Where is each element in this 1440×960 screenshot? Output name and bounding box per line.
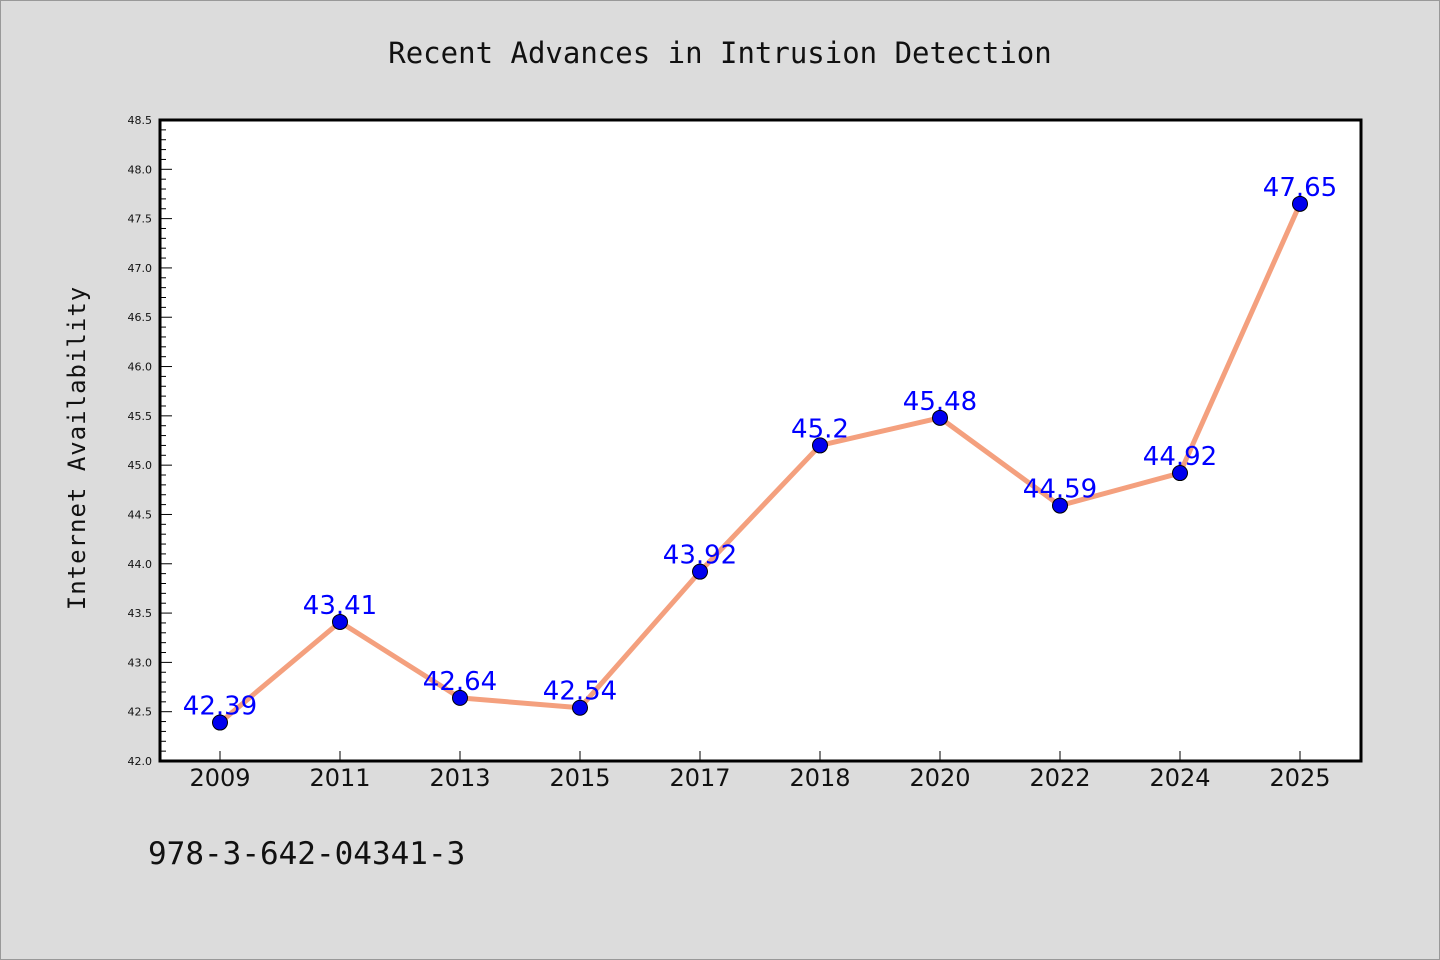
series-line xyxy=(217,201,1303,726)
data-point-marker xyxy=(932,409,948,426)
y-tick-label: 46.0 xyxy=(128,361,153,374)
x-tick-label: 2011 xyxy=(309,764,370,792)
data-point-marker xyxy=(1052,497,1068,514)
x-tick-label: 2017 xyxy=(669,764,730,792)
x-tick-label: 2018 xyxy=(789,764,850,792)
data-label: 45.2 xyxy=(791,414,849,444)
y-tick-label: 43.5 xyxy=(128,607,153,620)
x-tick-label: 2025 xyxy=(1269,764,1330,792)
y-tick-label: 42.5 xyxy=(128,706,153,719)
data-point-marker xyxy=(812,437,828,454)
data-point-marker xyxy=(572,699,588,716)
data-label: 43.41 xyxy=(303,591,377,621)
y-tick-label: 47.5 xyxy=(128,213,153,226)
data-label: 44.92 xyxy=(1143,442,1217,472)
data-label: 47.65 xyxy=(1263,173,1337,203)
data-point-marker xyxy=(692,563,708,580)
x-axis: 2009 2011 2013 2015 2017 2018 2020 2022 2024 2025 xyxy=(189,751,1331,792)
footer-isbn: 978-3-642-04341-3 xyxy=(148,836,465,872)
data-label: 42.54 xyxy=(543,677,617,707)
y-tick-label: 48.5 xyxy=(128,114,153,127)
data-label: 45.48 xyxy=(903,387,977,417)
data-label: 42.64 xyxy=(423,667,497,697)
data-label: 43.92 xyxy=(663,541,737,571)
data-point-marker xyxy=(452,689,468,706)
data-point-marker xyxy=(332,613,348,630)
plot-area xyxy=(158,118,1363,763)
data-point-marker xyxy=(1172,465,1188,482)
x-tick-label: 2015 xyxy=(549,764,610,792)
y-tick-label: 44.5 xyxy=(128,508,153,521)
y-tick-label: 43.0 xyxy=(128,656,153,669)
y-tick-label: 45.0 xyxy=(128,459,153,472)
x-tick-label: 2013 xyxy=(429,764,490,792)
y-tick-label: 42.0 xyxy=(128,755,153,768)
data-label-layer: 42.39 43.41 42.64 42.54 43.92 45.2 45.48 44.59 4… xyxy=(183,173,1337,722)
x-tick-label: 2020 xyxy=(909,764,970,792)
data-point-marker xyxy=(1292,195,1308,212)
x-tick-label: 2024 xyxy=(1149,764,1210,792)
x-tick-label: 2022 xyxy=(1029,764,1090,792)
chart-title: Recent Advances in Intrusion Detection xyxy=(388,36,1051,70)
y-tick-label: 45.5 xyxy=(128,410,153,423)
data-label: 44.59 xyxy=(1023,475,1097,505)
data-point-marker xyxy=(212,714,228,731)
x-tick-label: 2009 xyxy=(189,764,250,792)
y-tick-label: 44.0 xyxy=(128,558,153,571)
y-axis: 42.0 42.5 43.0 43.5 44.0 44.5 45.0 45.5 46.0 46.5… xyxy=(128,114,172,768)
y-tick-label: 48.0 xyxy=(128,163,153,176)
data-label: 42.39 xyxy=(183,692,257,722)
series-layer xyxy=(212,195,1308,731)
y-tick-label: 46.5 xyxy=(128,311,153,324)
y-axis-label: Internet Availability xyxy=(63,286,91,610)
y-tick-label: 47.0 xyxy=(128,262,153,275)
